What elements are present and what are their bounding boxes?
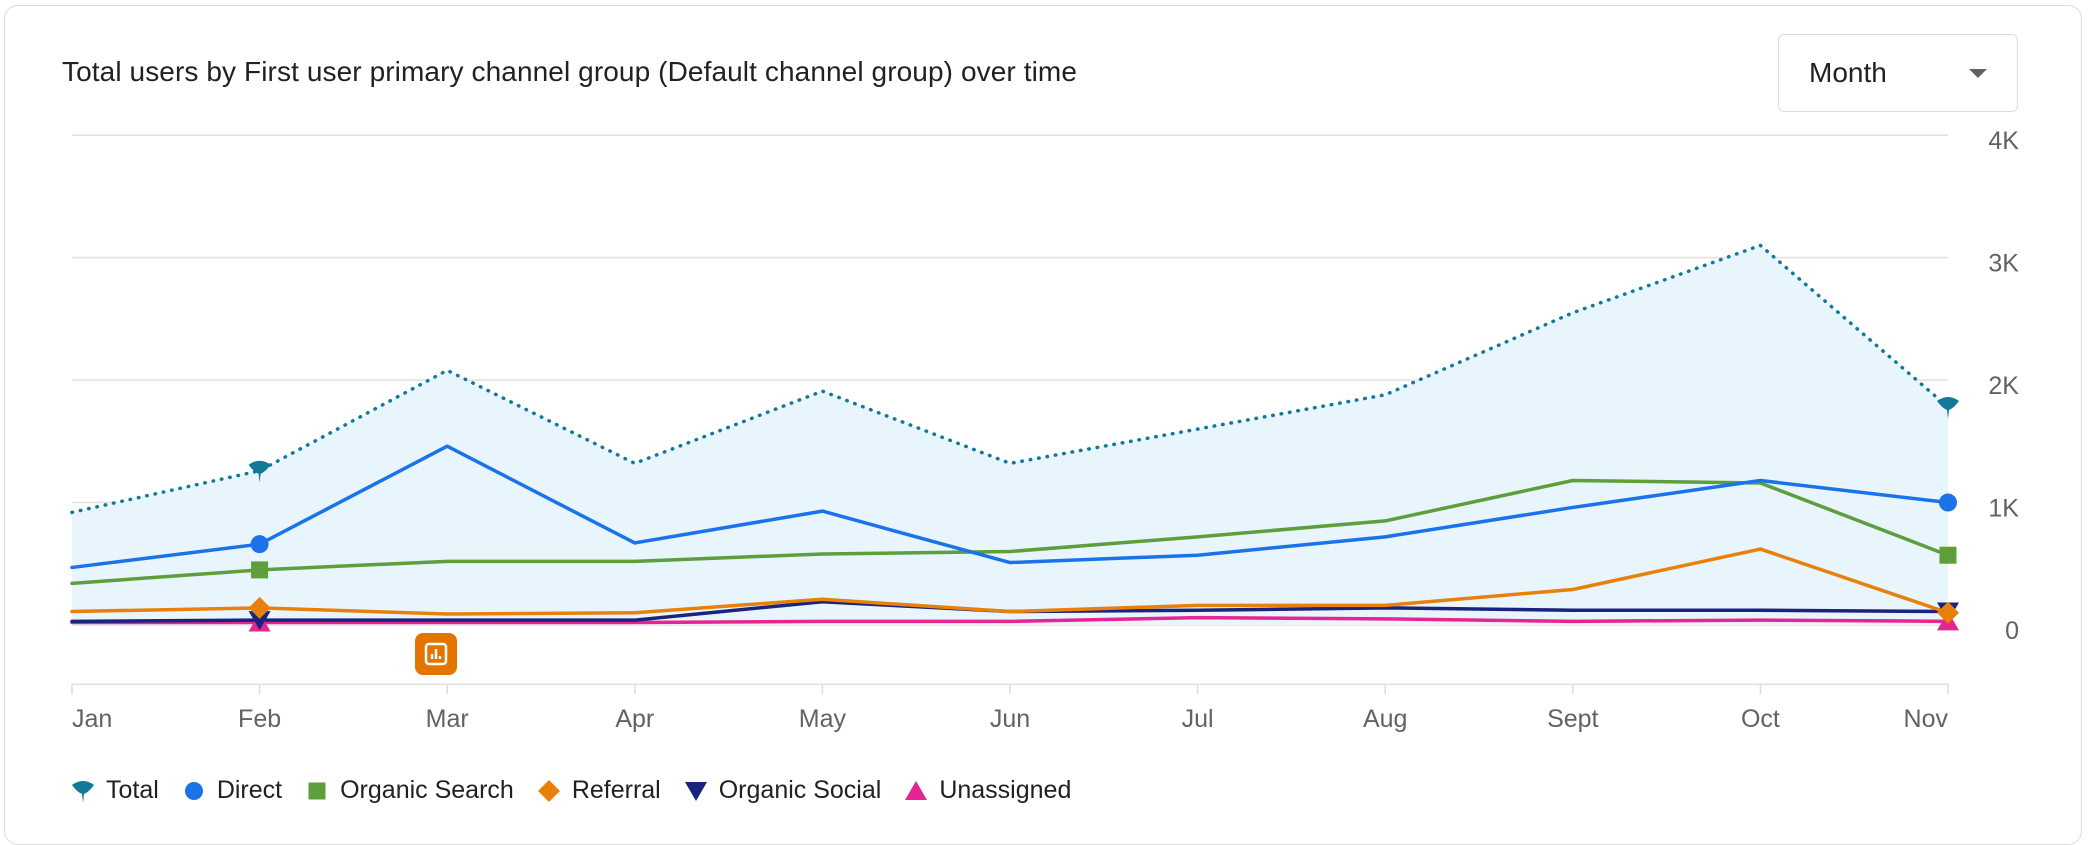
x-tick-label: Sept bbox=[1547, 705, 1598, 733]
y-tick-label: 4K bbox=[1988, 127, 2019, 155]
data-point-organic-search-nov bbox=[1939, 546, 1957, 564]
period-select[interactable]: Month bbox=[1778, 34, 2018, 112]
y-tick-label: 2K bbox=[1988, 372, 2019, 400]
y-tick-label: 1K bbox=[1988, 495, 2019, 523]
series-lines bbox=[70, 243, 1950, 625]
series-line-unassigned bbox=[70, 615, 1950, 625]
x-tick-label: Aug bbox=[1363, 705, 1407, 733]
data-point-direct-feb bbox=[250, 535, 269, 554]
line-chart: 0 1K 2K 3K 4K Jan Feb Mar Apr May Jun Jul Aug Sept Oc… bbox=[70, 127, 2019, 733]
x-tick-label: May bbox=[799, 705, 847, 733]
x-tick-label: Apr bbox=[615, 705, 654, 733]
y-tick-label: 0 bbox=[2005, 617, 2019, 645]
x-tick-label: Jul bbox=[1182, 705, 1214, 733]
x-tick-label: Jun bbox=[990, 705, 1030, 733]
legend-label: Direct bbox=[216, 776, 283, 804]
total-area-fill bbox=[72, 245, 1948, 625]
x-tick-label: Oct bbox=[1741, 705, 1780, 733]
period-select-value: Month bbox=[1809, 57, 1887, 88]
legend-label: Unassigned bbox=[939, 776, 1072, 804]
legend-item-direct[interactable]: Direct bbox=[181, 776, 282, 805]
data-point-referral-nov bbox=[1937, 601, 1959, 624]
series-line-organic-search bbox=[70, 478, 1950, 586]
annotation-marker bbox=[415, 633, 457, 675]
triangle-up-marker-icon bbox=[905, 780, 928, 800]
legend-item-organic-social[interactable]: Organic Social bbox=[683, 776, 882, 805]
legend-item-total[interactable]: Total bbox=[70, 776, 159, 805]
legend-label: Total bbox=[106, 776, 159, 804]
x-tick-label: Mar bbox=[426, 705, 469, 733]
pin-marker-icon bbox=[72, 780, 94, 803]
legend-label: Referral bbox=[571, 776, 661, 804]
data-point-referral-feb bbox=[248, 596, 271, 619]
x-tick-label: Nov bbox=[1904, 705, 1949, 733]
series-markers bbox=[248, 397, 1959, 632]
legend-label: Organic Social bbox=[718, 776, 882, 804]
data-point-direct-nov bbox=[1939, 493, 1957, 512]
data-point-total-feb bbox=[248, 460, 271, 483]
insights-icon-frame bbox=[424, 642, 448, 666]
legend-label: Organic Search bbox=[340, 776, 514, 804]
x-tick-label: Jan bbox=[72, 705, 112, 733]
legend: Total Direct Organic Search Referral Organic… bbox=[70, 776, 1093, 805]
data-point-total-nov bbox=[1937, 397, 1959, 420]
square-marker-icon bbox=[308, 782, 326, 799]
x-axis: Jan Feb Mar Apr May Jun Jul Aug Sept Oct Nov bbox=[71, 684, 1949, 733]
legend-item-unassigned[interactable]: Unassigned bbox=[903, 776, 1071, 805]
diamond-marker-icon bbox=[537, 779, 560, 802]
card-title: Total users by First user primary channe… bbox=[62, 56, 1077, 87]
legend-item-organic-search[interactable]: Organic Search bbox=[304, 776, 514, 805]
chevron-down-icon bbox=[1969, 69, 1987, 78]
series-line-referral bbox=[70, 547, 1950, 616]
legend-item-referral[interactable]: Referral bbox=[536, 776, 661, 805]
circle-marker-icon bbox=[184, 781, 203, 800]
data-point-organic-search-feb bbox=[251, 561, 269, 579]
y-axis: 0 1K 2K 3K 4K bbox=[1988, 127, 2019, 645]
y-tick-label: 3K bbox=[1988, 250, 2019, 278]
total-area bbox=[72, 245, 1948, 625]
x-tick-label: Feb bbox=[238, 705, 281, 733]
triangle-down-marker-icon bbox=[684, 781, 707, 801]
series-line-direct bbox=[70, 444, 1950, 570]
data-point-organic-social-feb bbox=[248, 611, 271, 631]
